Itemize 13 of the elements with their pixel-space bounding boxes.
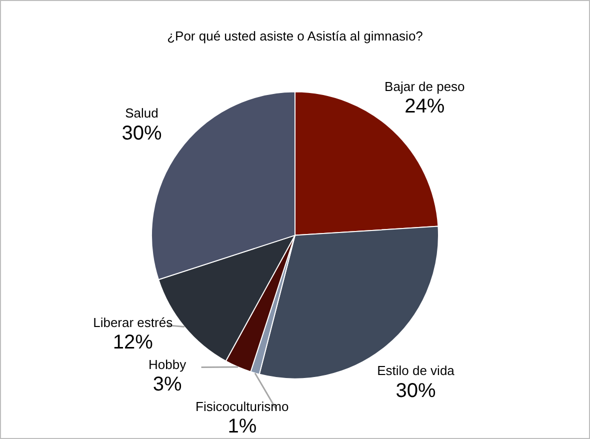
slice-label: Bajar de peso — [384, 78, 465, 94]
data-label: 24% — [404, 96, 445, 118]
data-label: 3% — [152, 374, 182, 396]
slice-label: Salud — [125, 106, 158, 121]
slice-label: Hobby — [148, 356, 187, 372]
data-label: 1% — [228, 416, 257, 438]
slice-label: Estilo de vida — [377, 362, 456, 378]
data-label: 30% — [122, 122, 162, 144]
chart-title: ¿Por qué usted asiste o Asistía al gimnasio? — [167, 28, 423, 44]
data-label: 12% — [112, 332, 154, 354]
slice-label: Fisicoculturismo — [196, 398, 289, 414]
slice-label: Liberar estrés — [93, 314, 174, 330]
data-label: 30% — [396, 380, 436, 402]
